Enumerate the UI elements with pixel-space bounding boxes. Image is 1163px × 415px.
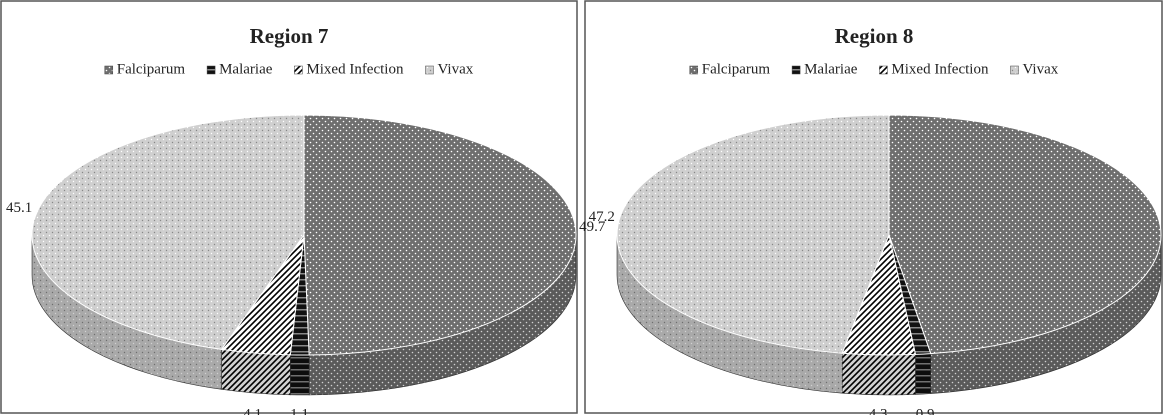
legend-swatch [104,65,114,75]
legend-swatch [791,65,801,75]
legend-swatch [879,65,888,75]
data-label: 0.9 [916,406,935,415]
legend-label: Mixed Infection [891,61,989,77]
legend-label: Mixed Infection [306,61,404,77]
pie-slice [888,114,1162,355]
chart-title: Region 7 [250,24,329,48]
pie-side-shadow [32,235,222,390]
pie-side-shadow [617,235,843,394]
legend-label: Vivax [437,61,473,77]
legend-label: Malariae [219,61,273,77]
legend-swatch [294,65,303,75]
pie-side-shadow [309,235,576,395]
data-label: 47.2 [589,209,615,225]
legend-label: Malariae [804,61,858,77]
pie-side-shadow [290,354,310,395]
legend-swatch [689,65,699,75]
data-label: 4.1 [243,406,262,415]
pie-side-shadow [930,235,1161,394]
legend-swatch [206,65,216,75]
chart-title: Region 8 [835,24,914,48]
legend-label: Vivax [1022,61,1058,77]
pie-side-shadow [915,353,931,395]
pie-slice [303,114,577,356]
data-label: 45.1 [6,200,32,216]
legend-label: Falciparum [702,61,771,77]
data-label: 49.7 [579,219,606,235]
legend-label: Falciparum [117,61,186,77]
data-label: 1.1 [290,406,309,415]
pie-side-shadow [221,349,291,395]
pie-slice [31,114,305,350]
pie-side-shadow [842,353,916,396]
legend-swatch [1010,65,1019,75]
legend-swatch [425,65,434,75]
pie-slice [616,114,890,354]
data-label: 4.3 [869,406,888,415]
